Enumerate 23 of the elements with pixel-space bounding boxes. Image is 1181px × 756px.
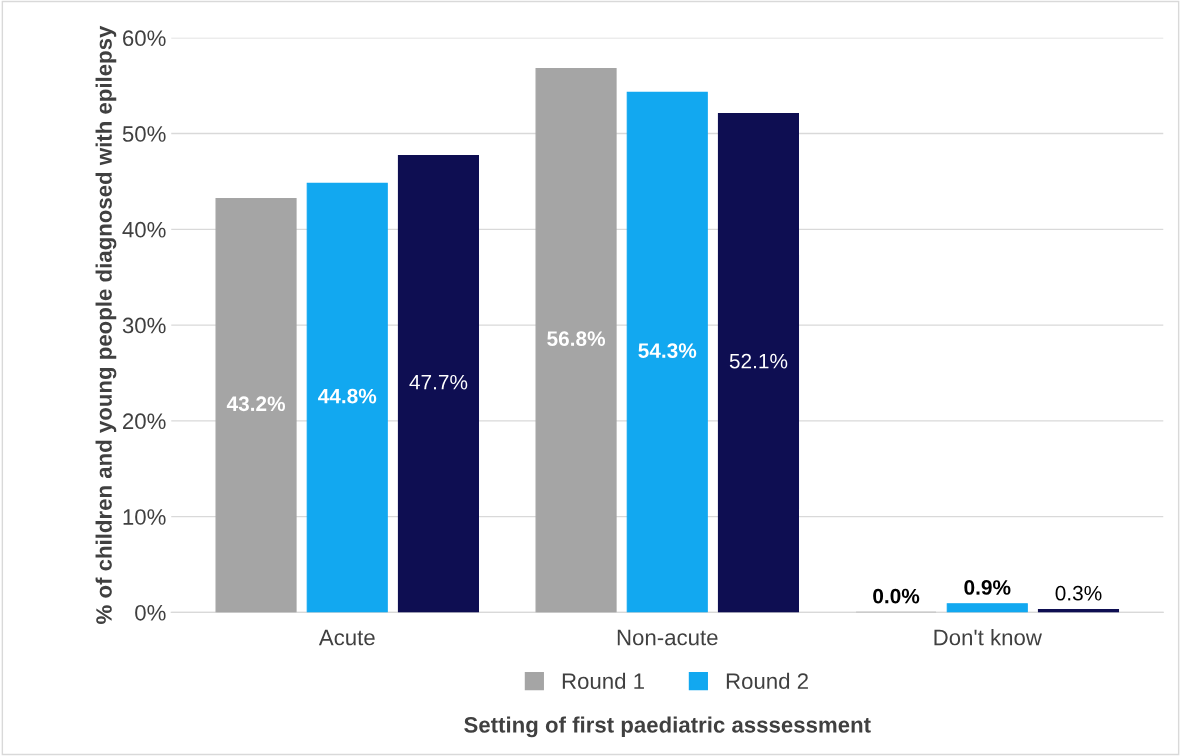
y-tick-label: 60% [123,30,166,47]
data-label: 56.8% [547,331,606,346]
data-label: 0.3% [1055,585,1102,601]
data-label: 0.9% [964,580,1011,595]
data-label: 54.3% [638,343,697,358]
y-tick-label: 10% [123,509,166,525]
y-tick-label: 0% [135,604,166,621]
data-label: 43.2% [226,396,286,412]
x-tick-label: Non-acute [617,629,718,646]
data-label: 44.8% [318,388,377,404]
x-tick-label: Don't know [934,629,1042,646]
y-tick-label: 50% [122,126,166,142]
legend-label: Round 1 [562,672,644,690]
data-label: 47.7% [409,374,468,390]
y-tick-label: 40% [122,221,166,238]
x-tick-label: Acute [318,629,375,646]
legend-label: Round 2 [726,672,808,690]
x-axis-title: Setting of first paediatric asssessment [464,716,871,738]
data-label: 52.1% [729,353,788,369]
y-axis-title: % of children and young people diagnosed with epilepsy [95,25,117,624]
y-tick-label: 20% [123,413,166,430]
data-label: 0.0% [873,588,920,604]
y-tick-label: 30% [122,317,166,334]
